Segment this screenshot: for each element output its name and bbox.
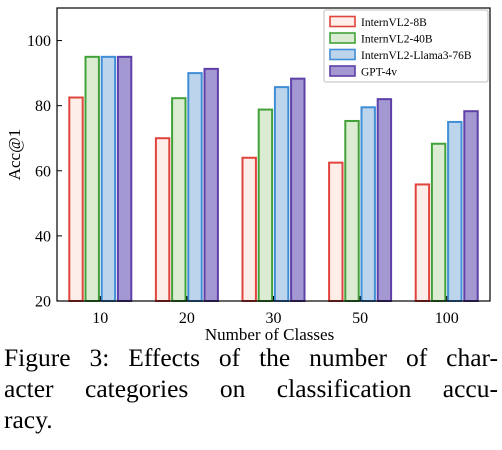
bar-internvl2-40b-50 bbox=[344, 119, 360, 302]
bar-internvl2-40b-30 bbox=[257, 108, 274, 302]
legend-swatch bbox=[329, 48, 356, 61]
legend-swatch bbox=[329, 32, 356, 44]
axes-group: 10 20 30 50 100 20 40 60 80 100 bbox=[27, 7, 491, 327]
y-tick-label: 80 bbox=[35, 98, 51, 115]
bars-group bbox=[68, 55, 479, 303]
bar-internvl2-llama3-76b-50 bbox=[360, 106, 376, 303]
legend-box bbox=[323, 9, 489, 83]
x-tick-label: 20 bbox=[179, 310, 195, 327]
y-tick-label: 60 bbox=[35, 163, 51, 180]
legend: InternVL2-8B InternVL2-40B InternVL2-Llama… bbox=[323, 9, 489, 83]
bar-gpt-4v-50 bbox=[376, 98, 393, 302]
y-axis-title: Acc@1 bbox=[5, 129, 24, 181]
x-tick-label: 10 bbox=[92, 310, 108, 327]
legend-label: InternVL2-Llama3-76B bbox=[361, 50, 472, 62]
legend-swatch bbox=[329, 65, 356, 77]
figure-caption: Figure 3: Effects of the number of char-… bbox=[4, 342, 498, 435]
x-axis-title: Number of Classes bbox=[205, 325, 334, 344]
bar-gpt-4v-30 bbox=[290, 77, 306, 303]
bar-gpt-4v-10 bbox=[116, 55, 133, 302]
y-tick-label: 40 bbox=[35, 228, 51, 245]
bar-internvl2-8b-30 bbox=[241, 156, 257, 302]
bar-internvl2-40b-10 bbox=[84, 55, 100, 302]
bar-internvl2-40b-20 bbox=[171, 97, 187, 303]
y-tick-label: 20 bbox=[35, 294, 51, 311]
bar-gpt-4v-100 bbox=[463, 110, 479, 302]
bar-internvl2-8b-50 bbox=[328, 161, 344, 302]
x-tick-label: 100 bbox=[435, 310, 459, 327]
bar-internvl2-llama3-76b-10 bbox=[100, 55, 117, 302]
plot-frame bbox=[56, 7, 491, 302]
bar-internvl2-8b-100 bbox=[414, 183, 431, 302]
x-tick-label: 30 bbox=[266, 310, 282, 327]
legend-label: InternVL2-40B bbox=[361, 34, 433, 46]
bar-internvl2-llama3-76b-30 bbox=[273, 86, 290, 302]
y-tick-label: 100 bbox=[27, 33, 51, 50]
bar-internvl2-40b-100 bbox=[430, 142, 447, 302]
bar-gpt-4v-20 bbox=[203, 67, 219, 302]
bar-internvl2-llama3-76b-20 bbox=[187, 72, 203, 302]
bar-internvl2-8b-20 bbox=[154, 137, 171, 302]
legend-label: GPT-4v bbox=[361, 67, 397, 79]
bar-internvl2-llama3-76b-100 bbox=[447, 120, 463, 302]
caption-line-1: Figure 3: Effects of the number of char- bbox=[4, 343, 498, 372]
legend-label: InternVL2-8B bbox=[361, 17, 427, 29]
caption-line-2: acter categories on classification accu- bbox=[4, 374, 498, 403]
legend-swatch bbox=[329, 15, 356, 28]
caption-line-3: racy. bbox=[4, 405, 53, 434]
x-tick-label: 50 bbox=[352, 310, 368, 327]
bar-internvl2-8b-10 bbox=[68, 96, 84, 302]
